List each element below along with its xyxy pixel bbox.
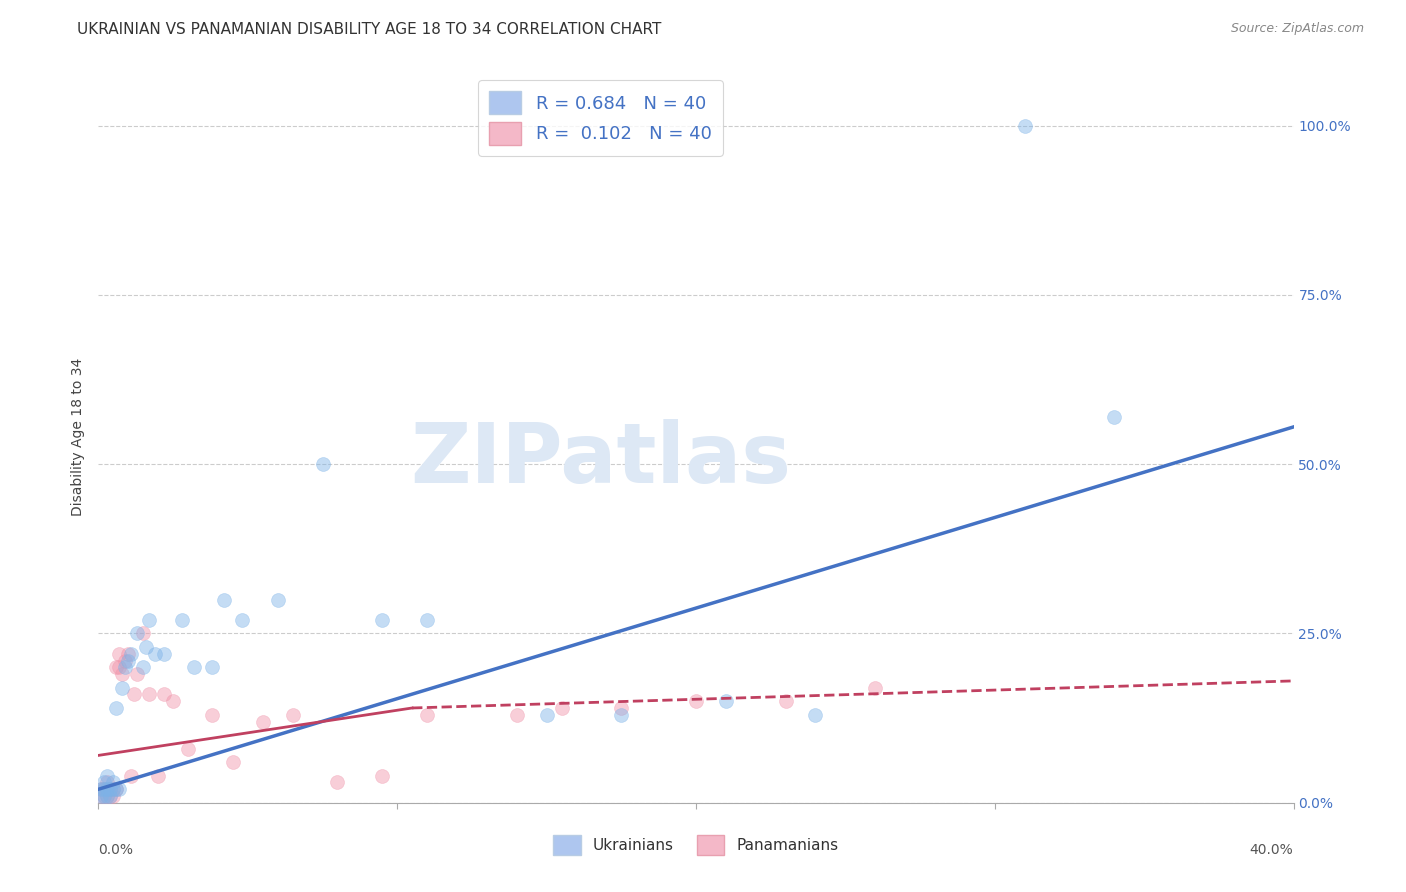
Point xyxy=(132,626,155,640)
Point xyxy=(132,660,155,674)
Point xyxy=(120,769,142,783)
Point xyxy=(90,782,112,797)
Point xyxy=(103,789,125,803)
Point xyxy=(98,789,122,803)
Point xyxy=(153,647,176,661)
Point xyxy=(222,755,245,769)
Point xyxy=(804,707,827,722)
Point xyxy=(108,782,131,797)
Point xyxy=(610,701,633,715)
Point xyxy=(506,707,529,722)
Point xyxy=(610,707,633,722)
Point xyxy=(172,613,194,627)
Point xyxy=(117,654,139,668)
Point xyxy=(103,782,125,797)
Point xyxy=(103,782,125,797)
Text: 40.0%: 40.0% xyxy=(1250,843,1294,857)
Point xyxy=(201,660,224,674)
Point xyxy=(105,660,128,674)
Point xyxy=(105,782,128,797)
Point xyxy=(124,688,146,702)
Point xyxy=(98,782,122,797)
Point xyxy=(177,741,200,756)
Point xyxy=(371,769,394,783)
Point xyxy=(96,782,118,797)
Point xyxy=(550,701,572,715)
Point xyxy=(96,789,118,803)
Point xyxy=(90,782,112,797)
Point xyxy=(153,688,176,702)
Point xyxy=(93,789,115,803)
Point xyxy=(90,789,112,803)
Point xyxy=(105,782,128,797)
Point xyxy=(1104,409,1126,424)
Y-axis label: Disability Age 18 to 34: Disability Age 18 to 34 xyxy=(72,358,86,516)
Point xyxy=(96,789,118,803)
Point xyxy=(135,640,157,654)
Point xyxy=(93,775,115,789)
Point xyxy=(143,647,166,661)
Point xyxy=(1014,119,1036,133)
Point xyxy=(416,707,439,722)
Point xyxy=(865,681,887,695)
Point xyxy=(127,667,149,681)
Point xyxy=(685,694,707,708)
Point xyxy=(775,694,797,708)
Point xyxy=(96,782,118,797)
Point xyxy=(108,647,131,661)
Point xyxy=(117,647,139,661)
Point xyxy=(111,681,134,695)
Point xyxy=(98,789,122,803)
Point xyxy=(148,769,170,783)
Text: 0.0%: 0.0% xyxy=(98,843,134,857)
Point xyxy=(108,660,131,674)
Point xyxy=(111,667,134,681)
Point xyxy=(96,775,118,789)
Point xyxy=(93,782,115,797)
Point xyxy=(127,626,149,640)
Point xyxy=(114,660,136,674)
Point xyxy=(162,694,184,708)
Point xyxy=(138,613,160,627)
Point xyxy=(120,647,142,661)
Point xyxy=(267,592,290,607)
Point xyxy=(93,789,115,803)
Point xyxy=(105,701,128,715)
Point xyxy=(201,707,224,722)
Point xyxy=(371,613,394,627)
Point xyxy=(96,769,118,783)
Point xyxy=(311,457,333,471)
Point xyxy=(138,688,160,702)
Point xyxy=(90,789,112,803)
Point xyxy=(416,613,439,627)
Point xyxy=(281,707,304,722)
Text: UKRAINIAN VS PANAMANIAN DISABILITY AGE 18 TO 34 CORRELATION CHART: UKRAINIAN VS PANAMANIAN DISABILITY AGE 1… xyxy=(77,22,662,37)
Text: ZIPatlas: ZIPatlas xyxy=(411,418,790,500)
Point xyxy=(714,694,737,708)
Point xyxy=(103,775,125,789)
Point xyxy=(114,654,136,668)
Point xyxy=(98,782,122,797)
Point xyxy=(212,592,235,607)
Point xyxy=(536,707,558,722)
Point xyxy=(231,613,253,627)
Legend: Ukrainians, Panamanians: Ukrainians, Panamanians xyxy=(547,830,845,861)
Point xyxy=(252,714,274,729)
Text: Source: ZipAtlas.com: Source: ZipAtlas.com xyxy=(1230,22,1364,36)
Point xyxy=(326,775,349,789)
Point xyxy=(93,782,115,797)
Point xyxy=(183,660,205,674)
